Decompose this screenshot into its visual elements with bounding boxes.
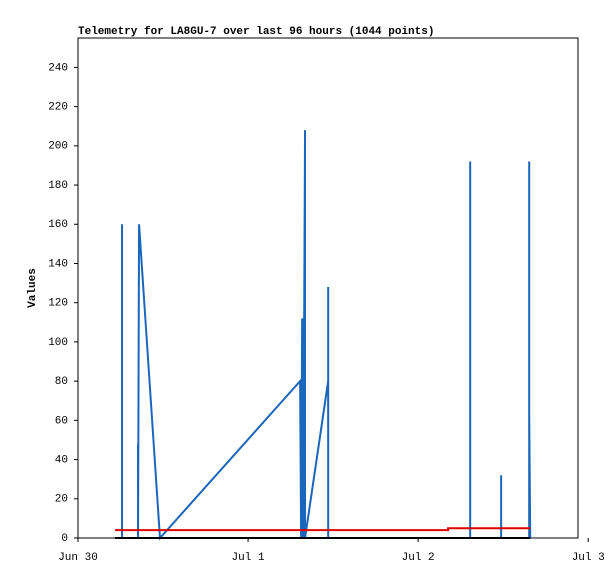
y-tick-label: 240 xyxy=(48,62,68,74)
y-tick-label: 0 xyxy=(61,533,68,545)
x-tick-label: Jul 1 xyxy=(232,552,265,564)
y-axis-label: Values xyxy=(27,268,39,308)
x-tick-label: Jul 3 xyxy=(572,552,605,564)
chart-title: Telemetry for LA8GU-7 over last 96 hours… xyxy=(78,26,434,38)
x-tick-label: Jul 2 xyxy=(402,552,435,564)
y-tick-label: 120 xyxy=(48,298,68,310)
y-tick-label: 20 xyxy=(55,494,68,506)
y-tick-label: 80 xyxy=(55,376,68,388)
y-tick-label: 180 xyxy=(48,180,68,192)
y-tick-label: 60 xyxy=(55,415,68,427)
x-tick-label: Jun 30 xyxy=(58,552,98,564)
series-line xyxy=(115,527,531,532)
y-tick-label: 160 xyxy=(48,219,68,231)
y-tick-label: 220 xyxy=(48,102,68,114)
y-tick-label: 100 xyxy=(48,337,68,349)
y-tick-label: 40 xyxy=(55,454,68,466)
y-tick-label: 200 xyxy=(48,141,68,153)
y-tick-label: 140 xyxy=(48,258,68,270)
